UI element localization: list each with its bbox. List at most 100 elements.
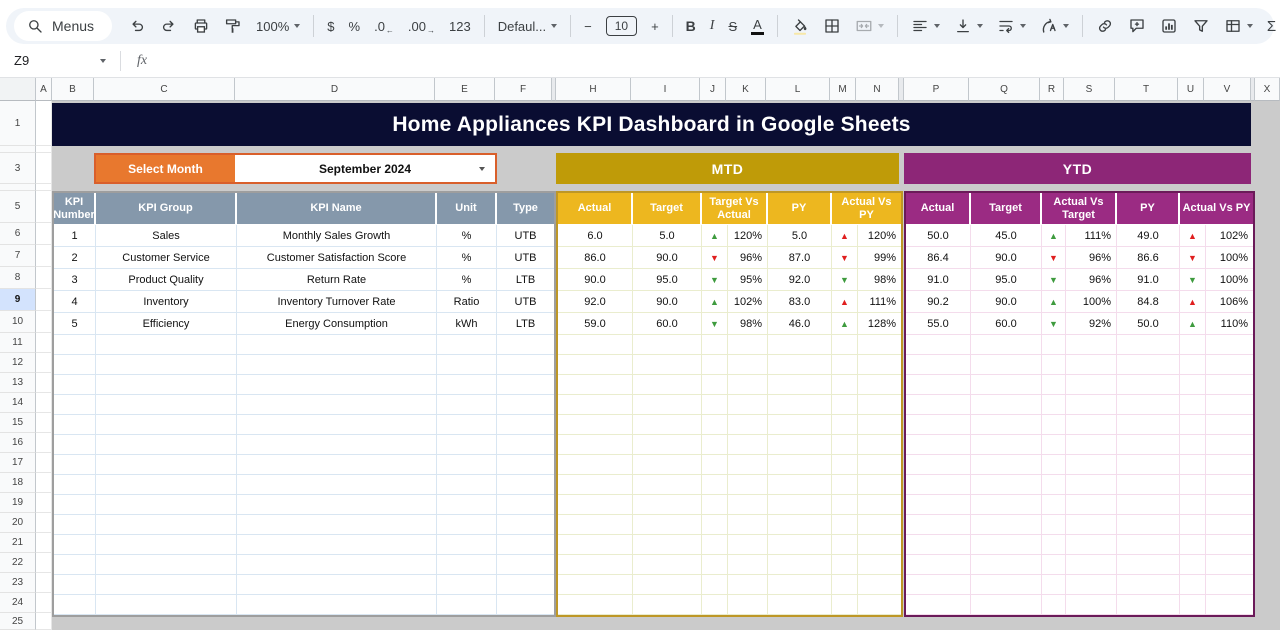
empty-cell[interactable] [96,415,237,435]
empty-cell[interactable] [54,335,96,355]
empty-cell[interactable] [971,375,1042,395]
row-header-15[interactable]: 15 [0,413,36,433]
cell[interactable]: Efficiency [96,313,237,335]
empty-cell[interactable] [633,355,702,375]
empty-cell[interactable] [728,415,768,435]
ytd-column-header[interactable]: Actual Vs PY [1180,193,1253,225]
cell[interactable]: 128% [858,313,901,335]
row-header-16[interactable]: 16 [0,433,36,453]
empty-cell[interactable] [437,335,497,355]
row-header-23[interactable]: 23 [0,573,36,593]
empty-cell[interactable] [437,475,497,495]
empty-cell[interactable] [702,595,728,615]
cell[interactable] [36,146,52,153]
table-button[interactable] [1218,12,1259,40]
empty-cell[interactable] [768,595,832,615]
font-select[interactable]: Defaul... [492,12,563,40]
empty-cell[interactable] [437,575,497,595]
empty-cell[interactable] [54,555,96,575]
empty-cell[interactable] [558,415,633,435]
empty-cell[interactable] [437,435,497,455]
empty-cell[interactable] [1042,475,1066,495]
empty-cell[interactable] [906,495,971,515]
empty-cell[interactable] [96,515,237,535]
empty-cell[interactable] [768,555,832,575]
down-arrow-icon[interactable]: ▼ [702,313,728,335]
undo-button[interactable] [122,12,152,40]
empty-cell[interactable] [1206,555,1253,575]
empty-cell[interactable] [971,475,1042,495]
empty-cell[interactable] [497,375,554,395]
kpi-column-header[interactable]: Unit [437,193,497,225]
cell[interactable]: 96% [1066,247,1117,269]
empty-cell[interactable] [1180,475,1206,495]
cell[interactable] [36,513,52,533]
empty-cell[interactable] [1180,535,1206,555]
strikethrough-button[interactable]: S [722,12,743,40]
cell[interactable]: kWh [437,313,497,335]
empty-cell[interactable] [437,495,497,515]
empty-cell[interactable] [858,575,901,595]
empty-cell[interactable] [858,535,901,555]
cell[interactable]: 2 [54,247,96,269]
empty-cell[interactable] [832,435,858,455]
empty-cell[interactable] [768,455,832,475]
italic-button[interactable]: I [704,12,721,40]
empty-cell[interactable] [558,435,633,455]
cell[interactable]: Sales [96,225,237,247]
empty-cell[interactable] [1117,495,1180,515]
cell[interactable]: 100% [1066,291,1117,313]
down-arrow-icon[interactable]: ▼ [702,269,728,291]
empty-cell[interactable] [1066,535,1117,555]
empty-cell[interactable] [1066,495,1117,515]
insert-chart-button[interactable] [1154,12,1184,40]
empty-cell[interactable] [971,415,1042,435]
empty-cell[interactable] [858,475,901,495]
empty-cell[interactable] [1206,535,1253,555]
empty-cell[interactable] [768,515,832,535]
empty-cell[interactable] [437,595,497,615]
cell[interactable]: 84.8 [1117,291,1180,313]
cell[interactable]: 3 [54,269,96,291]
kpi-column-header[interactable]: KPI Number [54,193,96,225]
empty-cell[interactable] [633,335,702,355]
empty-cell[interactable] [768,475,832,495]
empty-cell[interactable] [1042,515,1066,535]
empty-cell[interactable] [1180,575,1206,595]
cell[interactable]: 49.0 [1117,225,1180,247]
cell[interactable]: 90.2 [906,291,971,313]
cell[interactable]: Energy Consumption [237,313,437,335]
up-arrow-icon[interactable]: ▲ [702,291,728,313]
empty-cell[interactable] [832,495,858,515]
empty-cell[interactable] [1206,455,1253,475]
empty-cell[interactable] [497,575,554,595]
empty-cell[interactable] [237,495,437,515]
empty-cell[interactable] [237,455,437,475]
empty-cell[interactable] [702,375,728,395]
column-header-s[interactable]: S [1064,78,1115,101]
empty-cell[interactable] [437,455,497,475]
empty-cell[interactable] [858,555,901,575]
empty-cell[interactable] [558,595,633,615]
cell[interactable]: 86.6 [1117,247,1180,269]
empty-cell[interactable] [832,415,858,435]
empty-cell[interactable] [728,435,768,455]
cell[interactable] [36,413,52,433]
empty-cell[interactable] [54,455,96,475]
column-header-d[interactable]: D [235,78,435,101]
empty-cell[interactable] [437,375,497,395]
empty-cell[interactable] [1042,335,1066,355]
empty-cell[interactable] [1206,475,1253,495]
cell[interactable]: 96% [728,247,768,269]
empty-cell[interactable] [702,575,728,595]
empty-cell[interactable] [1206,435,1253,455]
cell[interactable] [36,267,52,289]
empty-cell[interactable] [1042,435,1066,455]
down-arrow-icon[interactable]: ▼ [832,247,858,269]
empty-cell[interactable] [558,495,633,515]
empty-cell[interactable] [1206,595,1253,615]
column-header-n[interactable]: N [856,78,899,101]
row-header-25[interactable]: 25 [0,613,36,630]
cell[interactable]: UTB [497,291,554,313]
empty-cell[interactable] [237,575,437,595]
